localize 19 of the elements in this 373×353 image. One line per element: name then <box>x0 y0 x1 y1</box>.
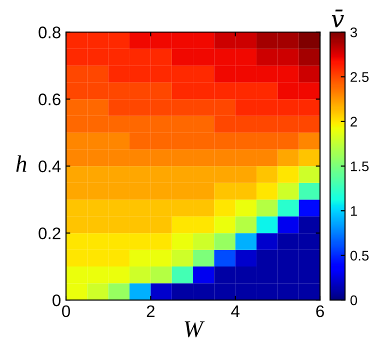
color-bar-label: 2.5 <box>350 72 369 82</box>
color-bar-label: 2 <box>350 116 357 126</box>
x-tick-label: 4 <box>231 306 240 317</box>
color-bar-label: 3 <box>350 27 357 38</box>
y-tick-label: 0.6 <box>38 94 60 106</box>
y-tick-label: 0.4 <box>38 160 61 172</box>
color-bar-label: 1 <box>350 206 357 216</box>
y-tick-label: 0 <box>52 294 61 306</box>
color-bar-label: 1.5 <box>350 162 369 172</box>
color-bar-label: 0.5 <box>350 250 369 261</box>
x-tick-label: 6 <box>316 305 324 318</box>
x-tick-label: 0 <box>62 305 70 318</box>
color-bar-title: v̄ <box>332 10 344 28</box>
x-axis-title: W <box>184 321 205 338</box>
y-tick-label: 0.2 <box>38 227 60 240</box>
color-bar-label: 0 <box>350 295 358 306</box>
y-tick-label: 0.8 <box>38 26 60 38</box>
y-axis-title: h <box>16 155 26 172</box>
x-tick-label: 2 <box>146 305 154 317</box>
